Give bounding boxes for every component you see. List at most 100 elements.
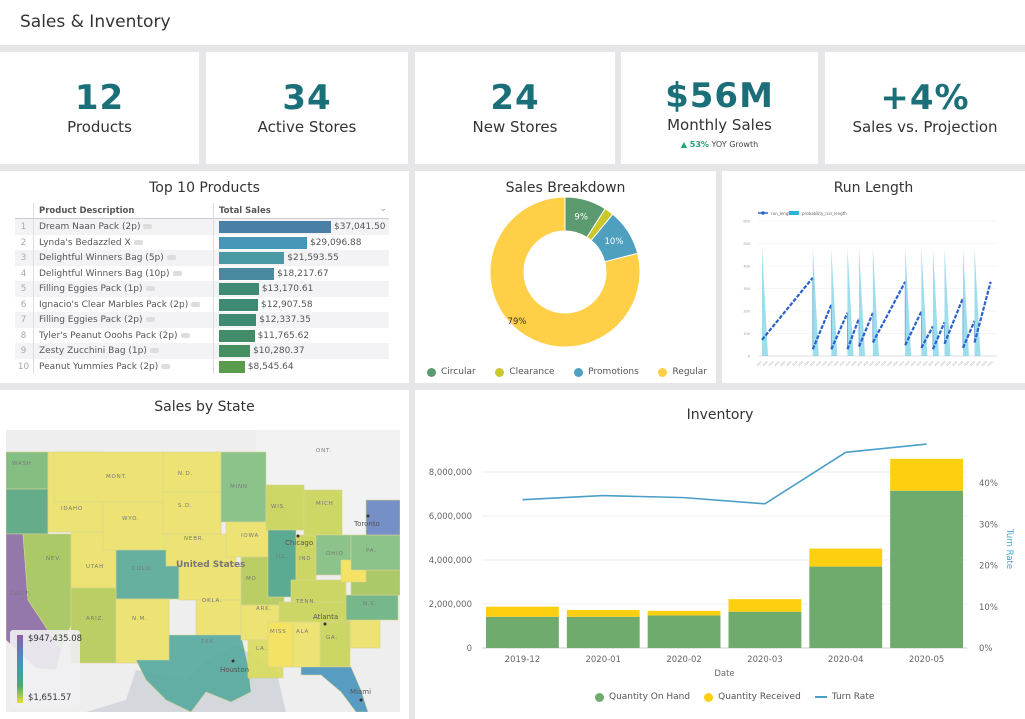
table-row[interactable]: 3 Delightful Winners Bag (5p) $21,593.55 [15,250,389,266]
bar-quantity-on-hand[interactable] [566,616,640,648]
label-colo: COLO. [132,566,153,572]
legend-label: Circular [441,367,476,377]
bar-quantity-received[interactable] [728,599,802,612]
column-header-description[interactable]: Product Description [39,206,135,216]
state-sd [162,491,222,535]
kpi-value: 12 [74,78,125,118]
x-tick-label: 2020 [761,360,769,368]
sales-bar [219,236,307,249]
sales-value: $21,593.55 [287,253,339,263]
y2-tick-label: 0% [979,644,993,654]
sort-chevron-down-icon[interactable]: ⌄ [379,204,387,214]
bar-quantity-on-hand[interactable] [809,566,883,648]
bar-quantity-on-hand[interactable] [728,611,802,648]
state-minn [220,451,267,523]
x-tick-label: 2020 [791,360,799,368]
kpi-value: $56M [665,76,774,116]
bar-quantity-on-hand[interactable] [890,490,963,648]
bar-quantity-on-hand[interactable] [486,616,559,648]
run-length-segment [830,312,849,350]
sales-value: $29,096.88 [309,237,362,248]
bar-quantity-received[interactable] [809,548,883,567]
x-tick-label: 2020 [803,360,811,368]
legend-item-clearance[interactable]: Clearance [495,367,555,377]
column-header-total-sales[interactable]: Total Sales [219,206,271,216]
x-tick-label: 2020 [862,360,870,368]
legend-item[interactable]: Turn Rate [814,692,875,702]
choropleth-map[interactable]: WASH MONT. N.D. MINN IDAHO S.D. WYO. WIS… [6,430,400,712]
x-tick-label: 2020 [773,360,781,368]
sales-bar [219,221,331,233]
more-options-icon[interactable] [149,348,159,353]
table-row[interactable]: 8 Tyler's Peanut Ooohs Pack (2p) $11,765.6… [15,327,389,343]
table-row[interactable]: 4 Delightful Winners Bag (10p) $18,217.67 [15,265,389,281]
inventory-chart: 0 2,000,000 4,000,000 6,000,000 8,000,000 0% 1… [429,443,1014,679]
x-tick-label: 2020-02 [666,655,702,665]
probability-area [962,248,969,356]
more-options-icon[interactable] [161,363,171,369]
legend-item-promotions[interactable]: Promotions [574,367,639,377]
table-row[interactable]: 5 Filling Eggies Pack (1p) $13,170.61 [15,281,389,297]
page-header: Sales & Inventory [0,0,1025,45]
bar-quantity-received[interactable] [486,606,559,617]
bar-quantity-received[interactable] [890,458,963,491]
kpi-sales-vs-projection: +4% Sales vs. Projection [825,52,1025,164]
slice-regular[interactable] [489,196,641,348]
state-wash [6,451,49,490]
label-tex: TEX. [200,639,217,645]
product-description: Delightful Winners Bag (5p) [39,253,176,263]
probability-area [905,248,912,356]
table-row[interactable]: 7 Filling Eggies Pack (2p) $12,337.35 [15,312,389,328]
bar-quantity-received[interactable] [647,610,721,616]
x-tick-label: 2020 [963,360,971,368]
sales-bar [219,298,259,311]
label-ind: IND [299,556,311,562]
sales-breakdown-card: Sales Breakdown 9% 10% 79% Circular Clearan… [415,171,716,383]
x-tick-label: 2020 [975,360,983,368]
legend-item-regular[interactable]: Regular [658,367,707,377]
label-iowa: IOWA [241,533,259,539]
table-row[interactable]: 10 Peanut Yummies Pack (2p) $8,545.64 [15,358,389,374]
y2-tick-label: 30% [979,520,998,530]
table-row[interactable]: 6 Ignacio's Clear Marbles Pack (2p) $12,90… [15,296,389,312]
probability-area [762,248,768,356]
row-number: 10 [17,361,30,372]
yoy-growth-value: 53% [689,140,709,149]
product-description: Filling Eggies Pack (2p) [39,315,155,325]
table-row[interactable]: 9 Zesty Zucchini Bag (1p) $10,280.37 [15,343,389,359]
row-number: 6 [20,299,27,310]
legend-item-circular[interactable]: Circular [427,367,476,377]
sales-value: $8,545.64 [247,361,294,372]
more-options-icon[interactable] [133,239,143,245]
map-country-label: United States [176,560,245,570]
label-ga: GA. [326,635,338,641]
label-ariz: ARIZ. [86,616,105,622]
more-options-icon[interactable] [143,224,153,229]
y-tick-label: 6,000,000 [429,512,472,522]
run-length-segment [931,321,946,350]
table-row[interactable]: 2 Lynda's Bedazzled X $29,096.88 [15,234,389,250]
legend-label: Turn Rate [831,692,875,702]
bar-quantity-received[interactable] [566,609,640,617]
more-options-icon[interactable] [191,301,201,307]
more-options-icon[interactable] [145,286,155,291]
card-title: Run Length [833,180,914,196]
more-options-icon[interactable] [180,332,190,338]
x-axis-label: Date [714,669,734,679]
sales-bar [219,360,245,373]
bar-quantity-on-hand[interactable] [647,615,721,648]
y-tick-label: 200 [743,310,750,314]
y-tick-label: 8,000,000 [429,468,472,478]
more-options-icon[interactable] [166,255,176,260]
x-tick-label: 2020 [826,360,834,368]
more-options-icon[interactable] [145,317,155,322]
probability-area [859,248,866,356]
x-tick-label: 2020 [838,360,846,368]
more-options-icon[interactable] [172,270,182,276]
legend-item[interactable]: Quantity Received [704,692,801,702]
legend-label: Clearance [509,367,555,377]
legend-item[interactable]: Quantity On Hand [595,692,690,702]
legend-dot [495,367,505,377]
x-tick-label: 2019-12 [505,655,541,665]
table-row[interactable]: 1 Dream Naan Pack (2p) $37,041.50 [15,219,389,235]
